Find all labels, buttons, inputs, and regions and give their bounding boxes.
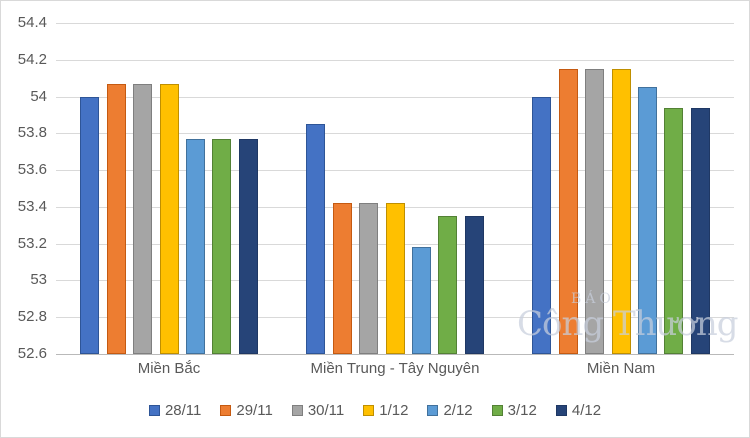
bar-29-11-3	[558, 68, 578, 354]
bar-3-12-3	[664, 107, 684, 354]
gridline	[56, 96, 734, 98]
bar-29-11-1	[106, 83, 126, 354]
bar-30-11-1	[133, 83, 153, 354]
legend-label: 29/11	[236, 402, 273, 419]
bar-4-12-3	[690, 107, 710, 354]
legend-swatch	[148, 405, 160, 416]
legend-item: 4/12	[555, 402, 602, 419]
legend-swatch	[491, 405, 503, 416]
legend-label: 4/12	[571, 402, 602, 419]
bar-1-12-1	[159, 83, 179, 354]
gridline	[56, 59, 734, 61]
bar-30-11-2	[359, 203, 379, 354]
legend: 28/11 29/11 30/11 1/12 2/12 3/12 4/12	[1, 402, 749, 419]
legend-label: 1/12	[379, 402, 409, 419]
bar-2-12-3	[637, 87, 657, 354]
bar-4-12-1	[238, 138, 258, 354]
y-tick-label: 53	[30, 271, 47, 289]
y-tick-label: 54.4	[17, 14, 47, 31]
legend-item: 29/11	[220, 402, 273, 419]
legend-label: 28/11	[164, 402, 202, 419]
legend-item: 30/11	[291, 402, 345, 419]
legend-label: 2/12	[443, 402, 473, 419]
y-tick-label: 52.8	[17, 308, 47, 326]
legend-label: 30/11	[307, 402, 345, 419]
bar-4-12-2	[464, 216, 484, 354]
y-tick-label: 52.6	[17, 345, 47, 362]
bar-3-12-1	[212, 138, 232, 354]
y-tick-label: 53.4	[17, 197, 47, 215]
bar-29-11-2	[332, 203, 352, 354]
category-label: Miền Bắc	[137, 360, 201, 377]
legend-swatch	[220, 405, 232, 416]
legend-item: 2/12	[427, 402, 473, 419]
category-label: Miền Trung - Tây Nguyên	[310, 360, 480, 377]
legend-label: 3/12	[507, 402, 537, 419]
legend-item: 28/11	[148, 402, 202, 419]
gridline	[56, 133, 734, 135]
y-tick-label: 54	[30, 87, 47, 105]
bar-2-12-1	[185, 138, 205, 354]
legend-item: 1/12	[363, 402, 408, 419]
legend-swatch	[363, 405, 375, 416]
gridline	[56, 170, 734, 172]
legend-swatch	[427, 405, 439, 416]
y-tick-label: 53.6	[17, 161, 47, 179]
gridline	[56, 23, 734, 24]
bar-1-12-3	[611, 68, 631, 354]
bar-28-11-2	[306, 124, 326, 354]
bar-2-12-2	[411, 247, 431, 354]
y-tick-label: 54.2	[17, 50, 47, 68]
legend-swatch	[555, 405, 567, 416]
x-axis-line	[56, 354, 734, 355]
bar-3-12-2	[438, 216, 458, 354]
legend-swatch	[291, 405, 303, 416]
bar-30-11-3	[585, 68, 605, 354]
category-label: Miền Nam	[586, 360, 656, 377]
legend-item: 3/12	[491, 402, 537, 419]
y-tick-label: 53.2	[17, 234, 47, 252]
bar-28-11-3	[532, 96, 552, 354]
y-tick-label: 53.8	[17, 124, 47, 142]
bar-28-11-1	[80, 96, 100, 354]
bar-1-12-2	[385, 203, 405, 354]
